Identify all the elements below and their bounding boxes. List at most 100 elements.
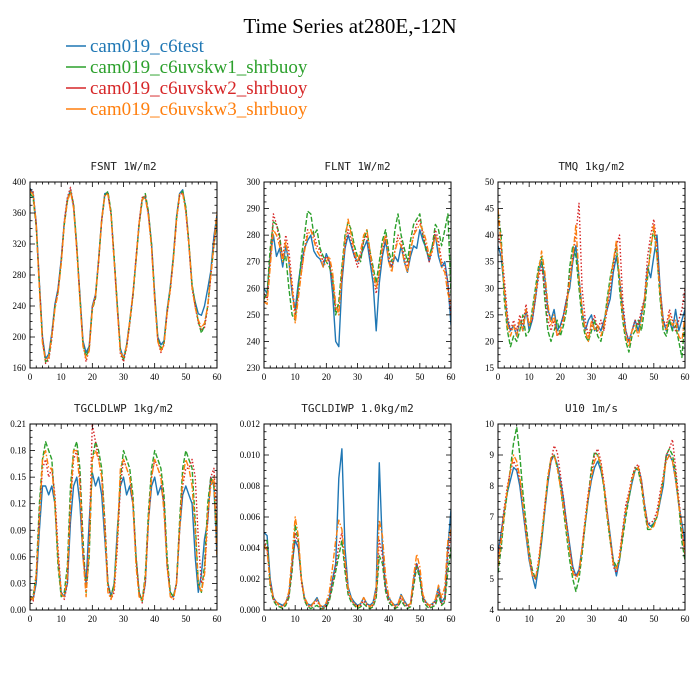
x-tick-label: 40 xyxy=(150,372,160,382)
y-tick-label: 0.15 xyxy=(10,472,26,482)
panel-title: FLNT 1W/m2 xyxy=(324,160,390,173)
y-tick-label: 7 xyxy=(490,512,495,522)
y-tick-label: 40 xyxy=(485,230,495,240)
x-tick-label: 0 xyxy=(28,372,33,382)
panel-title: FSNT 1W/m2 xyxy=(90,160,156,173)
legend-label: cam019_c6uvskw2_shrbuoy xyxy=(90,78,308,99)
series-line xyxy=(498,426,685,593)
x-tick-label: 40 xyxy=(384,372,394,382)
x-tick-label: 10 xyxy=(291,372,301,382)
legend-label: cam019_c6test xyxy=(90,36,205,57)
y-tick-label: 0.03 xyxy=(10,578,26,588)
y-tick-label: 230 xyxy=(247,363,261,373)
x-tick-label: 60 xyxy=(681,614,691,624)
y-tick-label: 280 xyxy=(247,230,261,240)
series-group xyxy=(30,424,217,604)
x-tick-label: 50 xyxy=(415,614,425,624)
x-tick-label: 60 xyxy=(447,614,457,624)
x-tick-label: 40 xyxy=(384,614,394,624)
y-tick-label: 9 xyxy=(490,450,495,460)
x-tick-label: 60 xyxy=(213,614,223,624)
legend-label: cam019_c6uvskw1_shrbuoy xyxy=(90,57,308,78)
chart-panel: FLNT 1W/m2 0 10 20 30 40 50 60 230 240 250 260 270 28… xyxy=(247,160,457,382)
y-tick-label: 50 xyxy=(485,177,495,187)
x-tick-label: 10 xyxy=(57,372,67,382)
series-line xyxy=(30,424,217,604)
series-line xyxy=(30,449,217,602)
y-tick-label: 10 xyxy=(485,419,495,429)
chart-panel: TMQ 1kg/m2 0 10 20 30 40 50 60 15 20 25 30 35 40 45 50 xyxy=(485,160,690,382)
chart-panel: FSNT 1W/m2 0 10 20 30 40 50 60 160 200 240 280 320 36… xyxy=(13,160,223,382)
x-tick-label: 60 xyxy=(447,372,457,382)
x-tick-label: 0 xyxy=(496,614,501,624)
y-tick-label: 35 xyxy=(485,257,495,267)
y-tick-label: 0.008 xyxy=(240,481,261,491)
panel-title: U10 1m/s xyxy=(565,402,618,415)
x-tick-label: 50 xyxy=(181,372,191,382)
series-line xyxy=(264,213,451,316)
y-tick-label: 4 xyxy=(490,605,495,615)
x-tick-label: 20 xyxy=(88,372,98,382)
y-tick-label: 320 xyxy=(13,239,27,249)
x-tick-label: 0 xyxy=(262,614,267,624)
series-line xyxy=(30,186,217,365)
x-tick-label: 30 xyxy=(587,614,597,624)
x-tick-label: 10 xyxy=(291,614,301,624)
y-tick-label: 260 xyxy=(247,283,261,293)
legend-entry: cam019_c6test xyxy=(66,36,205,57)
x-tick-label: 0 xyxy=(28,614,33,624)
y-tick-label: 400 xyxy=(13,177,27,187)
x-tick-label: 20 xyxy=(322,372,332,382)
y-tick-label: 0.000 xyxy=(240,605,261,615)
y-tick-label: 240 xyxy=(13,301,27,311)
x-tick-label: 0 xyxy=(496,372,501,382)
x-tick-label: 60 xyxy=(681,372,691,382)
panel-title: TGCLDLWP 1kg/m2 xyxy=(74,402,173,415)
x-tick-label: 10 xyxy=(525,372,535,382)
y-tick-label: 20 xyxy=(485,336,495,346)
y-tick-label: 6 xyxy=(490,543,495,553)
panel-title: TMQ 1kg/m2 xyxy=(558,160,624,173)
y-tick-label: 0.006 xyxy=(240,512,261,522)
y-tick-label: 8 xyxy=(490,481,495,491)
y-tick-label: 290 xyxy=(247,204,261,214)
y-tick-label: 270 xyxy=(247,257,261,267)
series-line xyxy=(264,218,451,324)
y-tick-label: 160 xyxy=(13,363,27,373)
y-tick-label: 240 xyxy=(247,336,261,346)
x-tick-label: 40 xyxy=(150,614,160,624)
x-tick-label: 30 xyxy=(119,614,129,624)
x-tick-label: 20 xyxy=(556,372,566,382)
chart-panel: U10 1m/s 0 10 20 30 40 50 60 4 5 6 7 8 9 10 xyxy=(485,402,690,624)
x-tick-label: 30 xyxy=(353,372,363,382)
y-tick-label: 0.002 xyxy=(240,574,260,584)
series-line xyxy=(264,524,451,610)
x-tick-label: 30 xyxy=(119,372,129,382)
y-tick-label: 25 xyxy=(485,310,495,320)
y-tick-label: 250 xyxy=(247,310,261,320)
legend-entry: cam019_c6uvskw2_shrbuoy xyxy=(66,78,308,99)
x-tick-label: 50 xyxy=(649,372,659,382)
y-tick-label: 200 xyxy=(13,332,27,342)
figure-title: Time Series at280E,-12N xyxy=(243,14,456,38)
x-tick-label: 30 xyxy=(353,614,363,624)
y-tick-label: 0.18 xyxy=(10,446,26,456)
y-tick-label: 15 xyxy=(485,363,495,373)
chart-panel: TGCLDLWP 1kg/m2 0 10 20 30 40 50 60 0.00 0.03 0.06… xyxy=(10,402,222,624)
x-tick-label: 20 xyxy=(556,614,566,624)
y-tick-label: 0.012 xyxy=(240,419,260,429)
chart-panel: TGCLDIWP 1.0kg/m2 0 10 20 30 40 50 60 0.000 0.002… xyxy=(240,402,456,624)
y-tick-label: 0.010 xyxy=(240,450,261,460)
x-tick-label: 40 xyxy=(618,372,628,382)
x-tick-label: 20 xyxy=(322,614,332,624)
y-tick-label: 0.12 xyxy=(10,499,26,509)
series-line xyxy=(30,441,217,602)
legend-label: cam019_c6uvskw3_shrbuoy xyxy=(90,99,308,120)
y-tick-label: 360 xyxy=(13,208,27,218)
y-tick-label: 300 xyxy=(247,177,261,187)
y-tick-label: 0.09 xyxy=(10,525,26,535)
x-tick-label: 30 xyxy=(587,372,597,382)
y-tick-label: 280 xyxy=(13,270,27,280)
x-tick-label: 60 xyxy=(213,372,223,382)
